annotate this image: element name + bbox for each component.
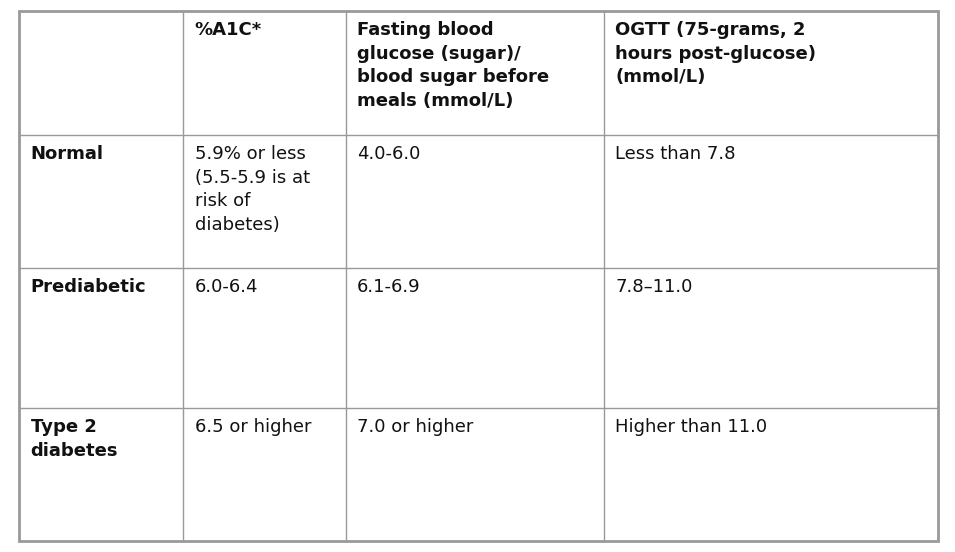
- Text: OGTT (75-grams, 2
hours post-glucose)
(mmol/L): OGTT (75-grams, 2 hours post-glucose) (m…: [615, 21, 816, 86]
- Text: 4.0-6.0: 4.0-6.0: [357, 145, 420, 163]
- Text: Type 2
diabetes: Type 2 diabetes: [31, 418, 118, 460]
- Text: Fasting blood
glucose (sugar)/
blood sugar before
meals (mmol/L): Fasting blood glucose (sugar)/ blood sug…: [357, 21, 549, 110]
- Text: 7.8–11.0: 7.8–11.0: [615, 278, 692, 296]
- Text: 6.5 or higher: 6.5 or higher: [195, 418, 311, 437]
- Text: %A1C*: %A1C*: [195, 21, 262, 39]
- Text: Prediabetic: Prediabetic: [31, 278, 146, 296]
- Text: 6.0-6.4: 6.0-6.4: [195, 278, 258, 296]
- Text: Higher than 11.0: Higher than 11.0: [615, 418, 767, 437]
- Text: 5.9% or less
(5.5-5.9 is at
risk of
diabetes): 5.9% or less (5.5-5.9 is at risk of diab…: [195, 145, 310, 234]
- Text: Normal: Normal: [31, 145, 103, 163]
- Text: 6.1-6.9: 6.1-6.9: [357, 278, 421, 296]
- Text: Less than 7.8: Less than 7.8: [615, 145, 735, 163]
- Text: 7.0 or higher: 7.0 or higher: [357, 418, 474, 437]
